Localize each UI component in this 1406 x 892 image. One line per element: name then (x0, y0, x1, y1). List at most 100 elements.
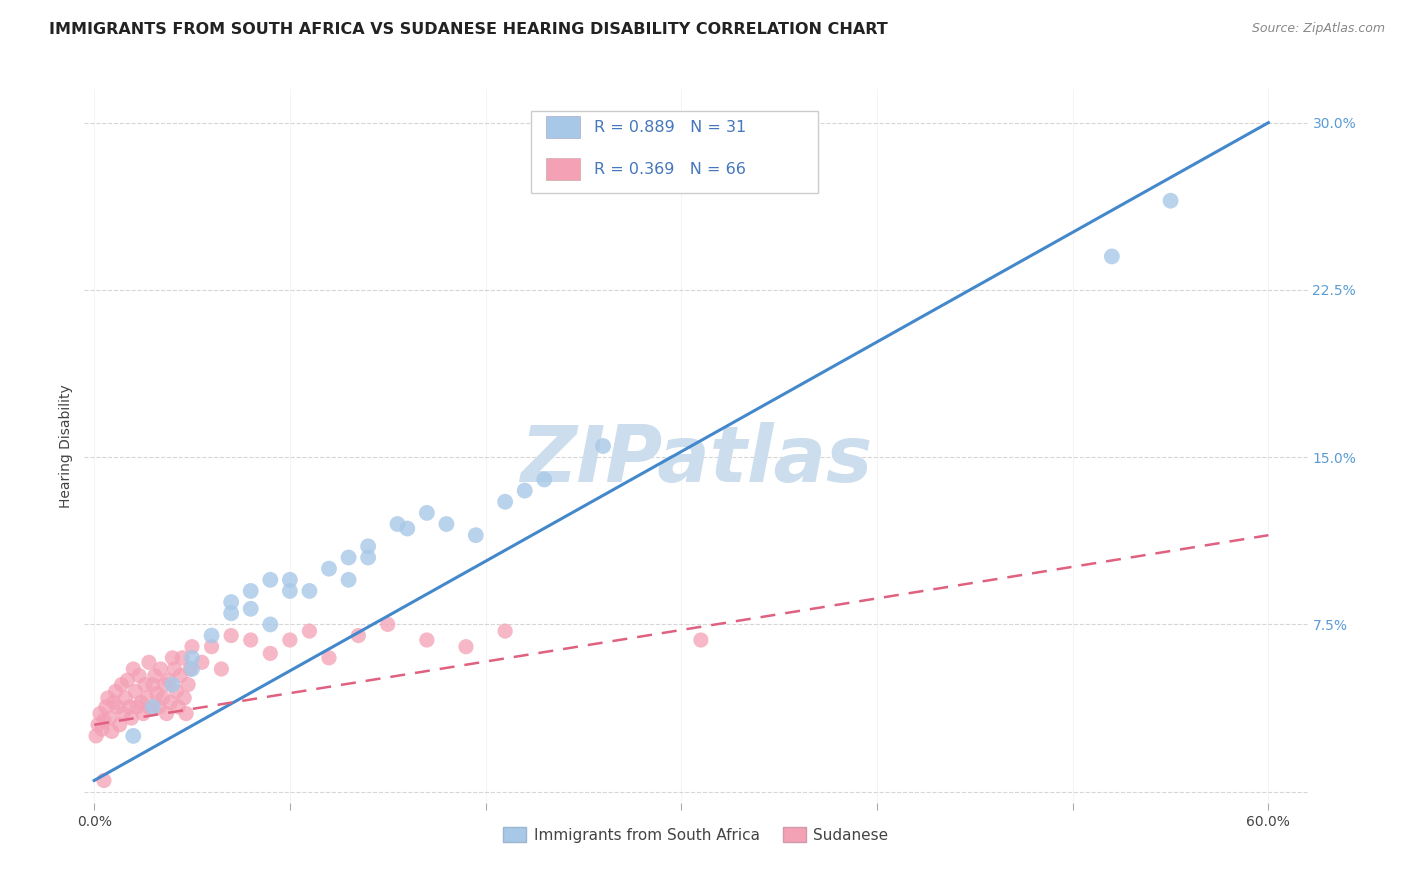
Point (377, 617, 399, 632)
Text: IMMIGRANTS FROM SOUTH AFRICA VS SUDANESE HEARING DISABILITY CORRELATION CHART: IMMIGRANTS FROM SOUTH AFRICA VS SUDANESE… (49, 22, 889, 37)
FancyBboxPatch shape (531, 111, 818, 193)
Point (114, 690, 136, 705)
Point (93, 714, 115, 728)
Point (112, 706, 135, 721)
Point (357, 539, 380, 553)
Point (172, 651, 194, 665)
Point (122, 662, 145, 676)
Point (173, 690, 195, 705)
Text: R = 0.889   N = 31: R = 0.889 N = 31 (595, 120, 747, 135)
Point (149, 662, 172, 676)
Point (357, 550, 380, 565)
Point (97, 690, 120, 705)
Point (128, 669, 150, 683)
Point (163, 662, 186, 676)
Text: ZIPatlas: ZIPatlas (520, 422, 872, 499)
Point (396, 521, 419, 535)
Point (318, 562, 340, 576)
Point (494, 494, 516, 508)
Point (177, 678, 200, 692)
Point (162, 678, 184, 692)
Point (167, 699, 190, 714)
Point (416, 633, 439, 648)
Point (347, 628, 370, 642)
Point (162, 651, 184, 665)
Point (91, 723, 114, 737)
Point (191, 655, 214, 669)
Point (94, 699, 117, 714)
Point (239, 583, 262, 598)
Point (416, 506, 439, 520)
Point (1160, 194, 1182, 208)
Point (464, 528, 486, 542)
Point (318, 651, 340, 665)
Point (142, 678, 165, 692)
Text: Source: ZipAtlas.com: Source: ZipAtlas.com (1251, 22, 1385, 36)
Point (127, 699, 149, 714)
Point (93, 773, 115, 788)
Point (153, 678, 176, 692)
Point (689, 633, 711, 648)
Point (278, 573, 301, 587)
Point (139, 702, 162, 716)
Point (122, 729, 145, 743)
Point (209, 662, 232, 676)
Point (98, 711, 121, 725)
Point (454, 640, 477, 654)
Point (181, 640, 204, 654)
Point (533, 472, 555, 486)
Legend: Immigrants from South Africa, Sudanese: Immigrants from South Africa, Sudanese (498, 821, 894, 848)
Point (134, 678, 156, 692)
Point (84, 729, 107, 743)
FancyBboxPatch shape (546, 116, 579, 137)
Point (129, 696, 152, 710)
Point (181, 651, 204, 665)
Point (239, 633, 262, 648)
Point (124, 684, 146, 698)
Point (138, 655, 160, 669)
Point (298, 583, 321, 598)
Point (219, 628, 242, 642)
Point (110, 678, 132, 692)
Point (174, 706, 197, 721)
Point (165, 684, 187, 698)
Text: R = 0.369   N = 66: R = 0.369 N = 66 (595, 161, 747, 177)
Point (159, 696, 181, 710)
Point (100, 724, 122, 739)
Point (89, 706, 111, 721)
Point (157, 673, 180, 687)
Point (146, 687, 169, 701)
Point (219, 607, 242, 621)
Point (278, 583, 301, 598)
Point (143, 669, 166, 683)
Point (337, 573, 360, 587)
Point (592, 439, 614, 453)
Point (259, 573, 281, 587)
Point (117, 673, 139, 687)
Point (278, 633, 301, 648)
Point (259, 617, 281, 632)
Point (513, 483, 536, 498)
Point (104, 684, 127, 698)
Point (103, 696, 125, 710)
Point (136, 690, 159, 705)
Point (200, 640, 222, 654)
Point (108, 717, 131, 731)
Point (155, 706, 177, 721)
Point (87, 717, 110, 731)
Point (152, 690, 174, 705)
Point (200, 628, 222, 642)
Point (337, 550, 360, 565)
Point (181, 662, 204, 676)
Y-axis label: Hearing Disability: Hearing Disability (59, 384, 73, 508)
Point (259, 646, 281, 660)
Point (107, 699, 129, 714)
Point (118, 699, 141, 714)
Point (148, 699, 170, 714)
Point (179, 662, 201, 676)
Point (132, 706, 155, 721)
Point (436, 517, 458, 532)
Point (1101, 249, 1123, 264)
Point (298, 624, 321, 639)
FancyBboxPatch shape (546, 159, 579, 180)
